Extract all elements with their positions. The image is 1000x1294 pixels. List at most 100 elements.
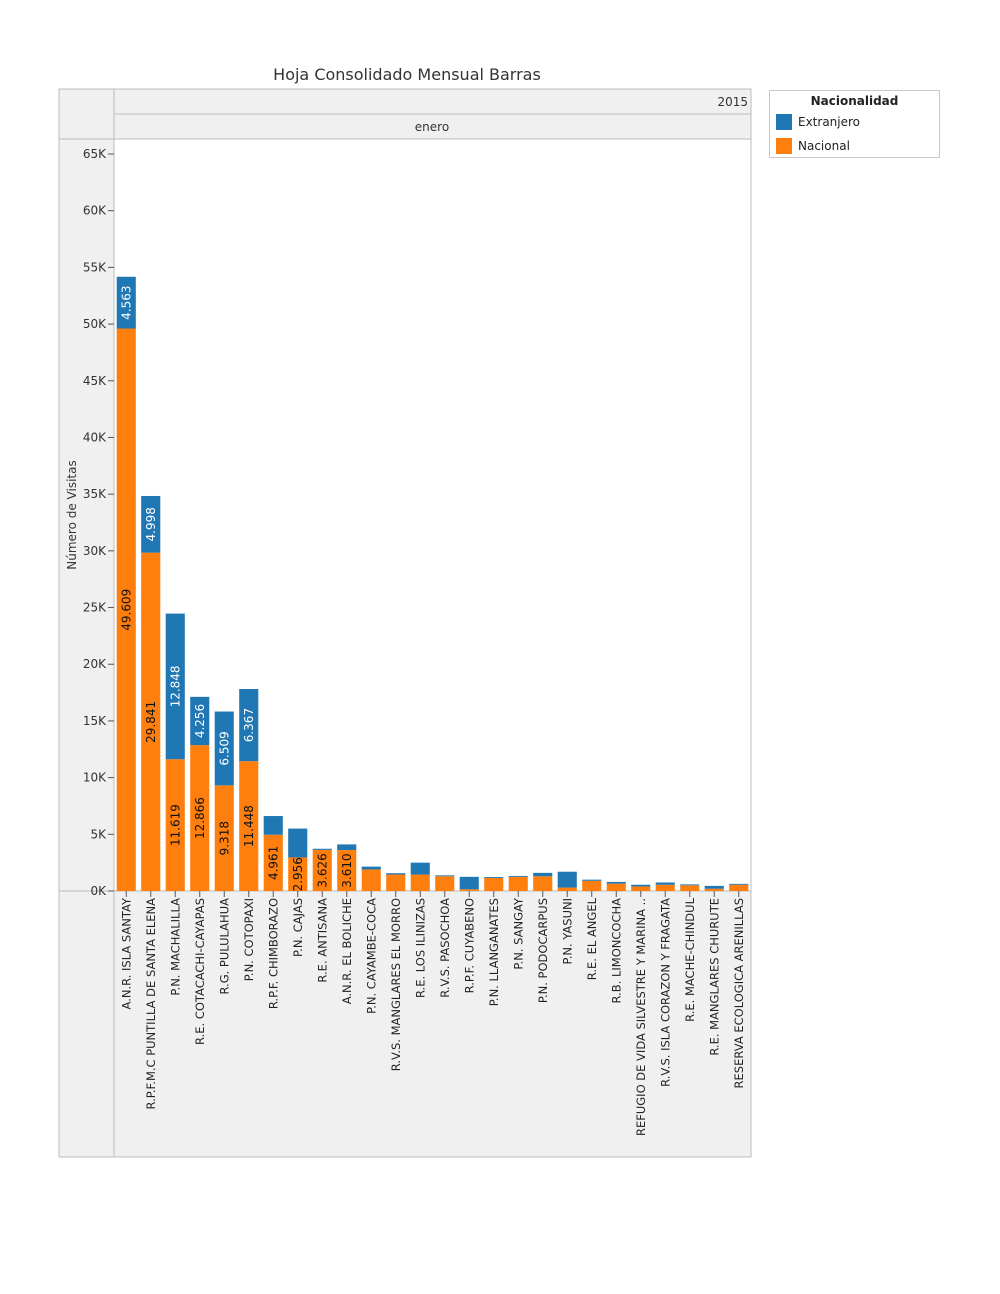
bar-nacional[interactable]	[312, 849, 332, 891]
bar-nacional[interactable]	[263, 834, 283, 891]
x-axis-labels: A.N.R. ISLA SANTAY R.P.F.M.C PUNTILLA DE …	[119, 891, 746, 1136]
bar-extranjero[interactable]	[361, 866, 381, 870]
y-tick-label: 40K	[83, 430, 107, 444]
bar-extranjero[interactable]	[655, 882, 675, 885]
y-tick-label: 45K	[83, 374, 107, 388]
bar-nacional[interactable]	[116, 328, 136, 891]
x-category-label: P.N. SANGAY	[511, 897, 525, 970]
x-category-label: R.G. PULULAHUA	[217, 898, 231, 995]
bar-extranjero[interactable]	[214, 711, 234, 786]
bar-extranjero[interactable]	[435, 875, 455, 877]
y-tick-label: 30K	[83, 544, 107, 558]
x-category-label: P.N. YASUNI	[560, 898, 574, 964]
legend-item-extranjero[interactable]: Extranjero	[770, 110, 939, 134]
bar-nacional[interactable]	[190, 745, 210, 891]
x-category-label: R.E. LOS ILINIZAS	[413, 898, 427, 998]
bar-nacional[interactable]	[165, 759, 185, 891]
bar-extranjero[interactable]	[508, 875, 528, 877]
x-category-label: R.E. COTACACHI-CAYAPAS	[193, 898, 207, 1045]
x-category-label: R.P.F. CUYABENO	[462, 898, 476, 993]
legend: Nacionalidad Extranjero Nacional	[769, 90, 940, 158]
x-category-label: P.N. CAJAS	[291, 898, 305, 957]
bar-extranjero[interactable]	[557, 871, 577, 888]
bar-label-extranjero: 6.367	[242, 708, 256, 742]
bar-extranjero[interactable]	[704, 885, 724, 889]
bar-nacional[interactable]	[729, 884, 749, 891]
bar-extranjero[interactable]	[190, 696, 210, 746]
x-category-label: P.N. MACHALILLA	[168, 898, 182, 996]
y-axis-ticks: 0K 5K 10K 15K 20K 25K 30K 35K 40K 45K 50K 55K 60K 65K	[83, 147, 114, 898]
bar-label-extranjero: 4.256	[193, 704, 207, 738]
bar-extranjero[interactable]	[606, 881, 626, 884]
bar-label-extranjero: 6.509	[217, 731, 231, 765]
bar-extranjero[interactable]	[582, 879, 602, 881]
bar-nacional[interactable]	[508, 876, 528, 891]
bar-label-nacional: 3.610	[340, 853, 354, 887]
legend-label-nacional: Nacional	[798, 139, 850, 153]
bar-label-nacional: 29.841	[144, 701, 158, 743]
bar-extranjero[interactable]	[729, 883, 749, 885]
x-category-label: R.E. MANGLARES CHURUTE	[707, 898, 721, 1056]
bar-nacional[interactable]	[582, 880, 602, 891]
bar-label-extranjero: 4.998	[144, 507, 158, 541]
plot-area	[113, 138, 752, 892]
x-axis-pane	[58, 890, 752, 1158]
bar-nacional[interactable]	[435, 876, 455, 891]
bar-nacional[interactable]	[557, 887, 577, 891]
bars: 49.609 4.563 29.841 4.998 11.619 12.848 12.866…	[116, 276, 749, 891]
bar-nacional[interactable]	[533, 876, 553, 891]
bar-extranjero[interactable]	[116, 276, 136, 329]
bar-extranjero[interactable]	[288, 828, 308, 858]
x-category-label: R.E. EL ANGEL	[585, 897, 599, 980]
x-category-label: R.E. MACHE-CHINDUL	[683, 897, 697, 1021]
legend-item-nacional[interactable]: Nacional	[770, 134, 939, 158]
bar-extranjero[interactable]	[459, 876, 479, 890]
bar-extranjero[interactable]	[263, 816, 283, 835]
bar-extranjero[interactable]	[165, 613, 185, 760]
year-header: 2015	[717, 95, 748, 109]
bar-nacional[interactable]	[410, 874, 430, 891]
bar-nacional[interactable]	[141, 552, 161, 891]
bar-extranjero[interactable]	[239, 689, 259, 762]
bar-nacional[interactable]	[631, 886, 651, 891]
bar-label-nacional: 49.609	[119, 589, 133, 631]
bar-extranjero[interactable]	[312, 848, 332, 850]
y-axis-pane	[58, 138, 115, 892]
x-category-label: R.P.F. CHIMBORAZO	[266, 898, 280, 1009]
bar-nacional[interactable]	[239, 761, 259, 891]
x-category-label: P.N. COTOPAXI	[242, 898, 256, 981]
chart-title: Hoja Consolidado Mensual Barras	[273, 65, 541, 84]
y-tick-label: 35K	[83, 487, 107, 501]
bar-nacional[interactable]	[214, 785, 234, 891]
bar-nacional[interactable]	[606, 883, 626, 891]
bar-extranjero[interactable]	[631, 884, 651, 887]
bar-extranjero[interactable]	[337, 844, 357, 851]
x-category-label: RESERVA ECOLOGICA ARENILLAS	[732, 898, 746, 1088]
bar-nacional[interactable]	[484, 877, 504, 891]
bar-nacional[interactable]	[386, 874, 406, 891]
bar-nacional[interactable]	[680, 885, 700, 891]
bar-label-nacional: 9.318	[217, 821, 231, 855]
bar-nacional[interactable]	[288, 857, 308, 891]
bar-extranjero[interactable]	[410, 862, 430, 875]
bar-extranjero[interactable]	[386, 873, 406, 875]
bar-extranjero[interactable]	[680, 884, 700, 886]
x-category-label: A.N.R. ISLA SANTAY	[119, 897, 133, 1009]
bar-nacional[interactable]	[361, 869, 381, 891]
bar-extranjero[interactable]	[533, 872, 553, 877]
y-tick-label: 50K	[83, 317, 107, 331]
bar-extranjero[interactable]	[484, 877, 504, 878]
bar-nacional[interactable]	[655, 884, 675, 891]
bar-label-nacional: 3.626	[315, 853, 329, 887]
bar-nacional[interactable]	[337, 850, 357, 891]
x-category-label: R.P.F.M.C PUNTILLA DE SANTA ELENA	[144, 898, 158, 1110]
bar-nacional[interactable]	[459, 889, 479, 891]
x-category-label: R.E. ANTISANA	[315, 898, 329, 983]
bar-nacional[interactable]	[704, 888, 724, 891]
y-tick-label: 60K	[83, 204, 107, 218]
x-category-label: R.B. LIMONCOCHA	[609, 898, 623, 1004]
bar-extranjero[interactable]	[141, 495, 161, 553]
legend-label-extranjero: Extranjero	[798, 115, 861, 129]
bar-label-nacional: 11.448	[242, 805, 256, 847]
